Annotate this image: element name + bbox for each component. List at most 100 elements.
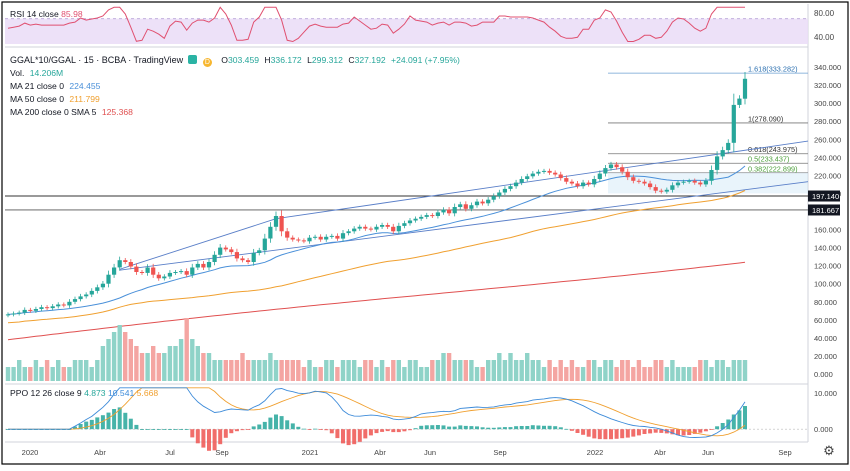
ppo-histogram-bar bbox=[447, 426, 452, 430]
volume-bar bbox=[22, 367, 27, 381]
ppo-histogram-bar bbox=[229, 429, 234, 434]
indicator-ma200[interactable]: MA 200 close 0 SMA 5 125.368 bbox=[10, 107, 136, 117]
price-scale-label: 0.000 bbox=[814, 370, 833, 379]
volume-bar bbox=[50, 367, 55, 381]
ppo-histogram-bar bbox=[368, 429, 373, 436]
candle-body bbox=[296, 239, 301, 241]
ma50-label: MA 50 close 0 bbox=[10, 94, 64, 104]
candle-body bbox=[620, 167, 625, 172]
volume-bar bbox=[519, 360, 524, 381]
ppo-histogram-bar bbox=[648, 429, 653, 434]
volume-bar bbox=[497, 353, 502, 381]
volume-bar bbox=[547, 360, 552, 381]
volume-bar bbox=[441, 353, 446, 381]
volume-label: Vol. bbox=[10, 68, 25, 78]
volume-bar bbox=[279, 360, 284, 381]
volume-bar bbox=[737, 360, 742, 381]
ppo-histogram-bar bbox=[475, 426, 479, 430]
candle-body bbox=[151, 267, 156, 275]
volume-bar bbox=[508, 353, 513, 381]
ppo-histogram-bar bbox=[117, 407, 122, 430]
candle-body bbox=[190, 267, 195, 275]
volume-bar bbox=[720, 360, 725, 381]
candle-body bbox=[139, 272, 145, 273]
volume-bar bbox=[681, 367, 686, 381]
indicator-ma50[interactable]: MA 50 close 0 211.799 bbox=[10, 94, 103, 104]
ppo-legend: PPO 12 26 close 9 4.873 10.541 5.668 bbox=[10, 388, 158, 398]
ppo-scale-label: 10.000 bbox=[814, 389, 837, 398]
ppo-histogram-bar bbox=[78, 424, 83, 430]
ppo-histogram-bar bbox=[246, 429, 251, 430]
ppo-histogram-bar bbox=[167, 429, 172, 430]
volume-bar bbox=[139, 353, 145, 381]
volume-bar bbox=[480, 367, 485, 381]
flag-icon[interactable] bbox=[188, 55, 198, 64]
ma50-line bbox=[7, 190, 746, 324]
volume-bar bbox=[340, 360, 346, 381]
candle-body bbox=[447, 209, 452, 214]
ppo-histogram-bar bbox=[190, 429, 195, 438]
trendline-lower bbox=[119, 181, 809, 271]
ppo-histogram-bar bbox=[240, 429, 245, 431]
volume-bar bbox=[173, 346, 178, 381]
ppo-histogram-bar bbox=[285, 420, 290, 430]
volume-bar bbox=[128, 339, 133, 381]
indicator-volume[interactable]: Vol. 14.206M bbox=[10, 68, 66, 78]
candle-body bbox=[61, 304, 66, 306]
volume-bar bbox=[446, 353, 452, 381]
price-scale-label: 340.000 bbox=[814, 63, 841, 72]
volume-bar bbox=[463, 360, 468, 381]
ppo-histogram-bar bbox=[653, 429, 658, 433]
price-tag-bg bbox=[808, 204, 840, 216]
candle-body bbox=[352, 228, 357, 232]
candle-body bbox=[56, 304, 61, 307]
volume-bar bbox=[357, 367, 362, 381]
settings-gear-icon[interactable]: ⚙ bbox=[823, 443, 835, 458]
indicator-ma21[interactable]: MA 21 close 0 224.455 bbox=[10, 81, 103, 91]
volume-bar bbox=[513, 360, 519, 381]
high-label: H bbox=[264, 55, 271, 65]
candle-body bbox=[715, 156, 720, 170]
ppo-histogram-bar bbox=[692, 429, 697, 434]
candle-body bbox=[145, 267, 150, 273]
candle-body bbox=[603, 168, 608, 174]
volume-bar bbox=[703, 360, 709, 381]
price-scale-label: 40.000 bbox=[814, 334, 837, 343]
dividend-icon[interactable]: D bbox=[202, 58, 212, 67]
price-tag-label: 197.140 bbox=[812, 192, 839, 201]
ppo-histogram-bar bbox=[156, 429, 161, 430]
candle-body bbox=[262, 238, 267, 251]
ppo-value-3: 5.668 bbox=[136, 388, 159, 398]
volume-bar bbox=[647, 367, 653, 381]
candle-body bbox=[380, 225, 385, 227]
volume-bar bbox=[675, 367, 681, 381]
candle-body bbox=[530, 173, 535, 177]
candle-body bbox=[435, 212, 440, 216]
candle-body bbox=[474, 201, 480, 206]
volume-bar bbox=[385, 367, 390, 381]
candle-body bbox=[5, 314, 11, 316]
candle-body bbox=[156, 274, 161, 279]
ppo-histogram-bar bbox=[681, 429, 686, 436]
volume-bar bbox=[95, 360, 100, 381]
low-label: L bbox=[307, 55, 312, 65]
ppo-histogram-bar bbox=[307, 429, 312, 430]
ppo-histogram-bar bbox=[218, 429, 223, 445]
fib-label: 0.5(233.437) bbox=[748, 155, 789, 164]
volume-bar bbox=[352, 360, 357, 381]
candle-body bbox=[558, 174, 563, 179]
candle-body bbox=[11, 313, 16, 315]
symbol-header: GGAL*10/GGAL · 15 · BCBA · TradingView D… bbox=[10, 55, 466, 67]
candle-body bbox=[335, 235, 340, 239]
candle-body bbox=[240, 258, 245, 261]
symbol-title[interactable]: GGAL*10/GGAL · 15 · BCBA · TradingView bbox=[10, 55, 184, 65]
ppo-histogram-bar bbox=[89, 419, 94, 430]
candle-body bbox=[441, 209, 446, 213]
candle-body bbox=[128, 262, 133, 267]
candle-body bbox=[642, 181, 647, 184]
ppo-histogram-bar bbox=[201, 429, 206, 448]
candle-body bbox=[742, 78, 748, 99]
volume-bar bbox=[469, 360, 474, 381]
